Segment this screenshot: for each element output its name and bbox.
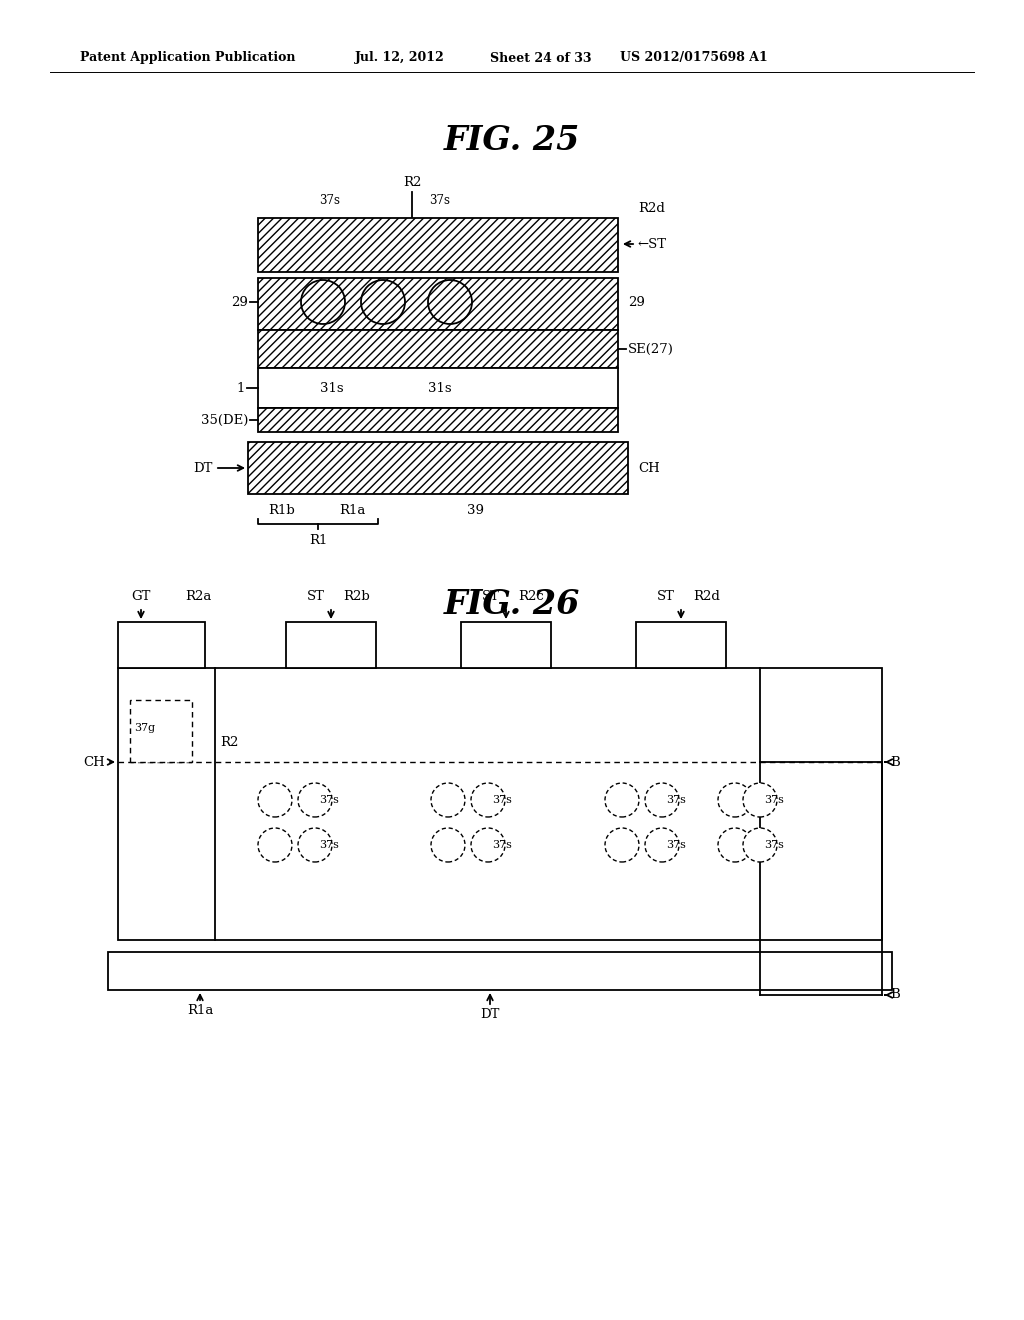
- Bar: [118, 668, 882, 940]
- Circle shape: [361, 280, 406, 323]
- Text: 37g: 37g: [134, 723, 155, 733]
- Text: 37s: 37s: [319, 194, 341, 206]
- Text: GT: GT: [131, 590, 151, 603]
- Text: ST: ST: [307, 590, 325, 603]
- Circle shape: [298, 828, 332, 862]
- Text: R2d: R2d: [638, 202, 665, 214]
- Text: ←ST: ←ST: [638, 238, 667, 251]
- Text: CH: CH: [638, 462, 659, 474]
- Bar: [248, 442, 628, 494]
- Text: 29: 29: [628, 296, 645, 309]
- Text: 37s: 37s: [492, 840, 512, 850]
- Bar: [258, 368, 618, 408]
- Text: ST: ST: [482, 590, 500, 603]
- Circle shape: [471, 828, 505, 862]
- Text: R2a: R2a: [185, 590, 211, 603]
- Text: 31s: 31s: [321, 381, 344, 395]
- Circle shape: [743, 783, 777, 817]
- Bar: [258, 330, 618, 368]
- Text: 37s: 37s: [666, 840, 686, 850]
- Text: Sheet 24 of 33: Sheet 24 of 33: [490, 51, 592, 65]
- Bar: [258, 218, 618, 272]
- Text: FIG. 25: FIG. 25: [443, 124, 581, 157]
- Text: 37s: 37s: [764, 840, 784, 850]
- Bar: [108, 952, 892, 990]
- Circle shape: [298, 783, 332, 817]
- Circle shape: [605, 783, 639, 817]
- Text: R2d: R2d: [693, 590, 720, 603]
- Circle shape: [605, 828, 639, 862]
- Text: 37s: 37s: [764, 795, 784, 805]
- Bar: [461, 622, 551, 668]
- Circle shape: [258, 783, 292, 817]
- Text: ST: ST: [657, 590, 675, 603]
- Circle shape: [645, 783, 679, 817]
- Text: 37s: 37s: [319, 795, 339, 805]
- Bar: [258, 408, 618, 432]
- Circle shape: [645, 828, 679, 862]
- Text: FIG. 26: FIG. 26: [443, 589, 581, 622]
- Text: 31s: 31s: [428, 381, 452, 395]
- Bar: [248, 442, 628, 494]
- Circle shape: [258, 828, 292, 862]
- Text: 37s: 37s: [319, 840, 339, 850]
- Text: 37s: 37s: [666, 795, 686, 805]
- Bar: [258, 218, 618, 272]
- Text: US 2012/0175698 A1: US 2012/0175698 A1: [620, 51, 768, 65]
- Text: R1a: R1a: [186, 1003, 213, 1016]
- Bar: [258, 408, 618, 432]
- Bar: [130, 700, 193, 762]
- Text: DT: DT: [194, 462, 213, 474]
- Text: R2b: R2b: [343, 590, 370, 603]
- Text: CH: CH: [83, 755, 105, 768]
- Text: R1b: R1b: [268, 503, 295, 516]
- Text: SE(27): SE(27): [628, 342, 674, 355]
- Circle shape: [718, 783, 752, 817]
- Bar: [286, 622, 376, 668]
- Text: Patent Application Publication: Patent Application Publication: [80, 51, 296, 65]
- Bar: [258, 279, 618, 330]
- Text: R2c: R2c: [518, 590, 544, 603]
- Text: R2: R2: [402, 177, 421, 190]
- Circle shape: [301, 280, 345, 323]
- Circle shape: [428, 280, 472, 323]
- Text: 37s: 37s: [429, 194, 451, 206]
- Circle shape: [471, 783, 505, 817]
- Text: 39: 39: [467, 503, 483, 516]
- Text: DT: DT: [480, 1008, 500, 1022]
- Circle shape: [431, 828, 465, 862]
- Bar: [636, 622, 726, 668]
- Text: B: B: [890, 989, 900, 1002]
- Text: Jul. 12, 2012: Jul. 12, 2012: [355, 51, 444, 65]
- Circle shape: [743, 828, 777, 862]
- Text: B: B: [890, 755, 900, 768]
- Bar: [118, 622, 205, 668]
- Text: R1: R1: [309, 533, 328, 546]
- Circle shape: [718, 828, 752, 862]
- Text: R2: R2: [220, 735, 239, 748]
- Circle shape: [431, 783, 465, 817]
- Text: 1: 1: [237, 381, 245, 395]
- Bar: [258, 330, 618, 368]
- Text: 37s: 37s: [492, 795, 512, 805]
- Bar: [258, 279, 618, 330]
- Text: R1a: R1a: [339, 503, 366, 516]
- Text: 35(DE): 35(DE): [201, 413, 248, 426]
- Text: 29: 29: [231, 296, 248, 309]
